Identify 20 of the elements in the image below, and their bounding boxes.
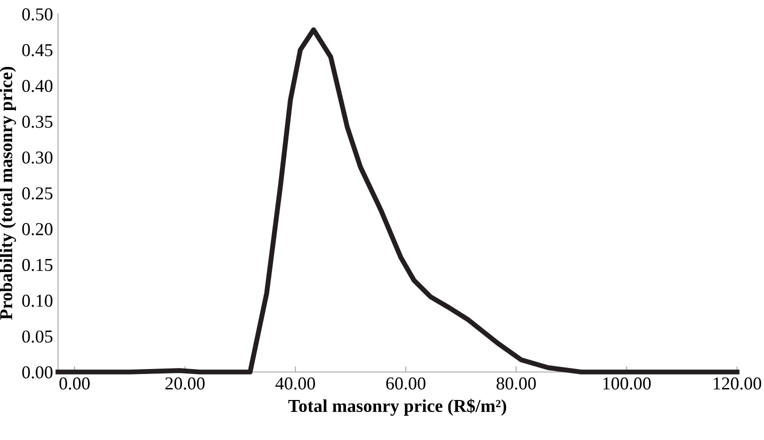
y-tick-label: 0.50 [22,8,52,21]
x-tick-label: 60.00 [386,377,426,390]
x-tick-label: 100.00 [603,377,651,390]
x-tick-label: 120.00 [714,377,762,390]
y-tick-label: 0.05 [22,330,52,343]
y-axis-title: Probability (total masonry price) [0,66,16,320]
x-tick-label: 80.00 [496,377,536,390]
y-tick-label: 0.25 [22,187,52,200]
y-tick-label: 0.10 [22,294,52,307]
y-tick-label: 0.00 [22,366,52,379]
x-tick-label: 40.00 [275,377,315,390]
x-tick-label: 0.00 [59,377,90,390]
y-tick-label: 0.35 [22,116,52,128]
x-tick-label: 20.00 [165,377,205,390]
x-axis-title: Total masonry price (R$/m²) [288,398,506,416]
y-tick-label: 0.15 [22,258,52,272]
y-tick-label: 0.20 [22,223,52,236]
y-tick-label: 0.45 [22,44,52,56]
y-tick-label: 0.30 [22,151,52,164]
y-tick-label: 0.40 [22,80,52,92]
